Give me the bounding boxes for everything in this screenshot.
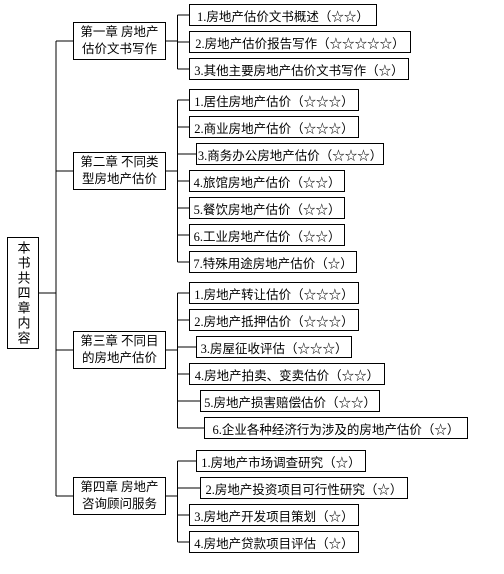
item-node: 5.餐饮房地产估价（☆☆） — [189, 197, 345, 219]
item-node: 4.房地产拍卖、变卖估价（☆☆） — [189, 363, 385, 385]
item-node: 4.旅馆房地产估价（☆☆） — [189, 170, 345, 192]
item-node: 3.房地产开发项目策划（☆） — [189, 504, 359, 526]
root-node: 本书共四章内容 — [7, 237, 39, 349]
item-node: 2.房地产估价报告写作（☆☆☆☆☆） — [189, 31, 411, 53]
item-node: 2.房地产抵押估价（☆☆☆） — [189, 309, 359, 331]
item-node: 3.商务办公房地产估价（☆☆☆） — [196, 143, 384, 165]
item-node: 1.房地产估价文书概述（☆☆） — [189, 4, 377, 26]
diagram-canvas: 本书共四章内容 第一章 房地产估价文书写作 1.房地产估价文书概述（☆☆） 2.房地产… — [0, 0, 504, 574]
item-node: 1.居住房地产估价（☆☆☆） — [189, 89, 359, 111]
item-node: 5.房地产损害赔偿估价（☆☆） — [200, 390, 380, 412]
item-node: 2.商业房地产估价（☆☆☆） — [189, 116, 359, 138]
item-node: 1.房地产市场调查研究（☆） — [196, 450, 366, 472]
item-node: 2.房地产投资项目可行性研究（☆） — [200, 477, 408, 499]
item-node: 7.特殊用途房地产估价（☆） — [189, 251, 357, 273]
chapter-node: 第三章 不同目的房地产估价 — [73, 331, 166, 369]
item-node: 6.工业房地产估价（☆☆） — [189, 224, 345, 246]
chapter-node: 第四章 房地产咨询顾问服务 — [73, 477, 166, 515]
item-node: 1.房地产转让估价（☆☆☆） — [189, 282, 359, 304]
chapter-node: 第一章 房地产估价文书写作 — [73, 22, 166, 60]
item-node: 3.其他主要房地产估价文书写作（☆） — [189, 58, 409, 80]
item-node: 4.房地产贷款项目评估（☆） — [189, 531, 359, 553]
chapter-node: 第二章 不同类型房地产估价 — [73, 152, 166, 190]
item-node: 6.企业各种经济行为涉及的房地产估价（☆） — [204, 417, 468, 439]
item-node: 3.房屋征收评估（☆☆☆） — [196, 336, 352, 358]
